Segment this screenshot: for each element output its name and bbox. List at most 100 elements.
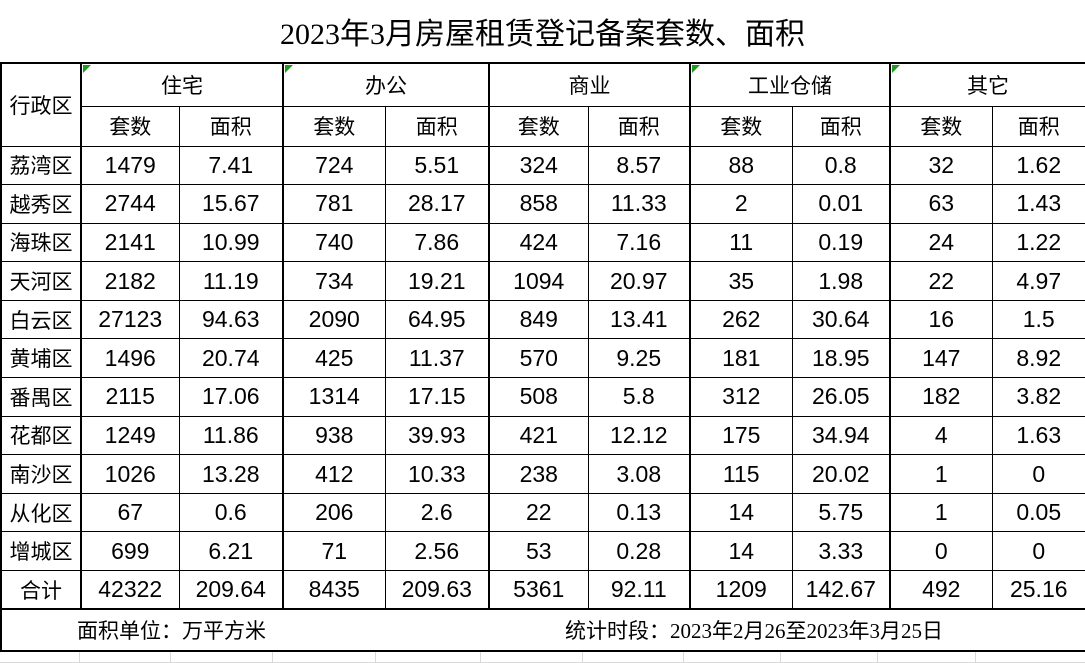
district-cell: 南沙区 — [0, 454, 82, 494]
table-row: 荔湾区 1479 7.41 724 5.51 324 8.57 88 0.8 3… — [0, 145, 1085, 186]
value-cell: 0.01 — [791, 184, 891, 224]
value-cell: 0.8 — [791, 145, 891, 186]
value-cell: 5.51 — [384, 145, 490, 186]
value-cell: 858 — [488, 184, 589, 224]
value-cell: 0 — [991, 531, 1085, 572]
value-cell: 781 — [282, 184, 386, 224]
value-cell: 209.64 — [178, 570, 284, 610]
value-cell: 262 — [689, 299, 793, 340]
district-cell: 白云区 — [0, 299, 82, 340]
value-cell: 94.63 — [178, 299, 284, 340]
comment-marker-icon — [692, 65, 700, 73]
value-cell: 0.05 — [991, 492, 1085, 533]
value-cell: 1 — [889, 454, 993, 494]
value-cell: 22 — [488, 492, 589, 533]
district-cell: 黄埔区 — [0, 338, 82, 379]
comment-marker-icon — [83, 65, 91, 73]
value-cell: 3.82 — [991, 377, 1085, 417]
value-cell: 1.98 — [791, 261, 891, 301]
value-cell: 412 — [282, 454, 386, 494]
district-cell: 从化区 — [0, 492, 82, 533]
value-cell: 63 — [889, 184, 993, 224]
group-label: 办公 — [365, 73, 407, 98]
grid-line — [975, 652, 976, 663]
value-cell: 92.11 — [587, 570, 691, 610]
value-cell: 26.05 — [791, 377, 891, 417]
value-cell: 1.63 — [991, 415, 1085, 456]
district-cell: 荔湾区 — [0, 145, 82, 186]
table-row: 黄埔区 1496 20.74 425 11.37 570 9.25 181 18… — [0, 338, 1085, 379]
grid-line — [79, 652, 80, 663]
group-header-commercial: 商业 — [488, 62, 691, 107]
value-cell: 1209 — [689, 570, 793, 610]
value-cell: 17.06 — [178, 377, 284, 417]
value-cell: 20.74 — [178, 338, 284, 379]
value-cell: 11 — [689, 222, 793, 263]
value-cell: 19.21 — [384, 261, 490, 301]
value-cell: 5.8 — [587, 377, 691, 417]
value-cell: 24 — [889, 222, 993, 263]
value-cell: 18.95 — [791, 338, 891, 379]
page-title: 2023年3月房屋租赁登记备案套数、面积 — [280, 18, 805, 51]
value-cell: 5361 — [488, 570, 589, 610]
comment-marker-icon — [892, 65, 900, 73]
value-cell: 181 — [689, 338, 793, 379]
value-cell: 2 — [689, 184, 793, 224]
value-cell: 0 — [991, 454, 1085, 494]
grid-line — [375, 652, 376, 663]
value-cell: 570 — [488, 338, 589, 379]
group-label: 其它 — [967, 73, 1009, 98]
value-cell: 14 — [689, 492, 793, 533]
value-cell: 1.43 — [991, 184, 1085, 224]
group-header-office: 办公 — [282, 62, 490, 107]
subheader-units: 套数 — [689, 105, 793, 147]
table-row: 增城区 699 6.21 71 2.56 53 0.28 14 3.33 0 0 — [0, 531, 1085, 572]
group-header-other: 其它 — [889, 62, 1085, 107]
subheader-area: 面积 — [587, 105, 691, 147]
table-header: 行政区 住宅 办公 商业 工业仓储 — [0, 62, 1085, 147]
value-cell: 20.97 — [587, 261, 691, 301]
group-header-residential: 住宅 — [80, 62, 284, 107]
value-cell: 699 — [80, 531, 180, 572]
district-cell: 花都区 — [0, 415, 82, 456]
table-row: 合计 42322 209.64 8435 209.63 5361 92.11 1… — [0, 570, 1085, 610]
value-cell: 42322 — [80, 570, 180, 610]
table-row: 天河区 2182 11.19 734 19.21 1094 20.97 35 1… — [0, 261, 1085, 301]
value-cell: 1249 — [80, 415, 180, 456]
group-label: 商业 — [568, 73, 611, 98]
value-cell: 5.75 — [791, 492, 891, 533]
value-cell: 740 — [282, 222, 386, 263]
value-cell: 64.95 — [384, 299, 490, 340]
value-cell: 12.12 — [587, 415, 691, 456]
value-cell: 28.17 — [384, 184, 490, 224]
district-cell: 合计 — [0, 570, 82, 610]
subheader-area: 面积 — [791, 105, 891, 147]
value-cell: 1314 — [282, 377, 386, 417]
value-cell: 10.99 — [178, 222, 284, 263]
grid-line — [170, 652, 171, 663]
footer-row: 面积单位：万平方米 统计时段：2023年2月26至2023年3月25日 — [0, 608, 1085, 652]
subheader-area: 面积 — [384, 105, 490, 147]
value-cell: 34.94 — [791, 415, 891, 456]
value-cell: 2.6 — [384, 492, 490, 533]
grid-line — [877, 652, 878, 663]
value-cell: 206 — [282, 492, 386, 533]
value-cell: 2.56 — [384, 531, 490, 572]
table-row: 花都区 1249 11.86 938 39.93 421 12.12 175 3… — [0, 415, 1085, 456]
value-cell: 147 — [889, 338, 993, 379]
value-cell: 3.33 — [791, 531, 891, 572]
district-cell: 越秀区 — [0, 184, 82, 224]
data-table: 行政区 住宅 办公 商业 工业仓储 — [0, 62, 1085, 653]
district-cell: 海珠区 — [0, 222, 82, 263]
table-row: 南沙区 1026 13.28 412 10.33 238 3.08 115 20… — [0, 454, 1085, 494]
value-cell: 1094 — [488, 261, 589, 301]
value-cell: 14 — [689, 531, 793, 572]
value-cell: 10.33 — [384, 454, 490, 494]
value-cell: 324 — [488, 145, 589, 186]
group-label: 住宅 — [161, 73, 203, 98]
district-cell: 番禺区 — [0, 377, 82, 417]
value-cell: 7.86 — [384, 222, 490, 263]
value-cell: 1.62 — [991, 145, 1085, 186]
value-cell: 30.64 — [791, 299, 891, 340]
value-cell: 2141 — [80, 222, 180, 263]
